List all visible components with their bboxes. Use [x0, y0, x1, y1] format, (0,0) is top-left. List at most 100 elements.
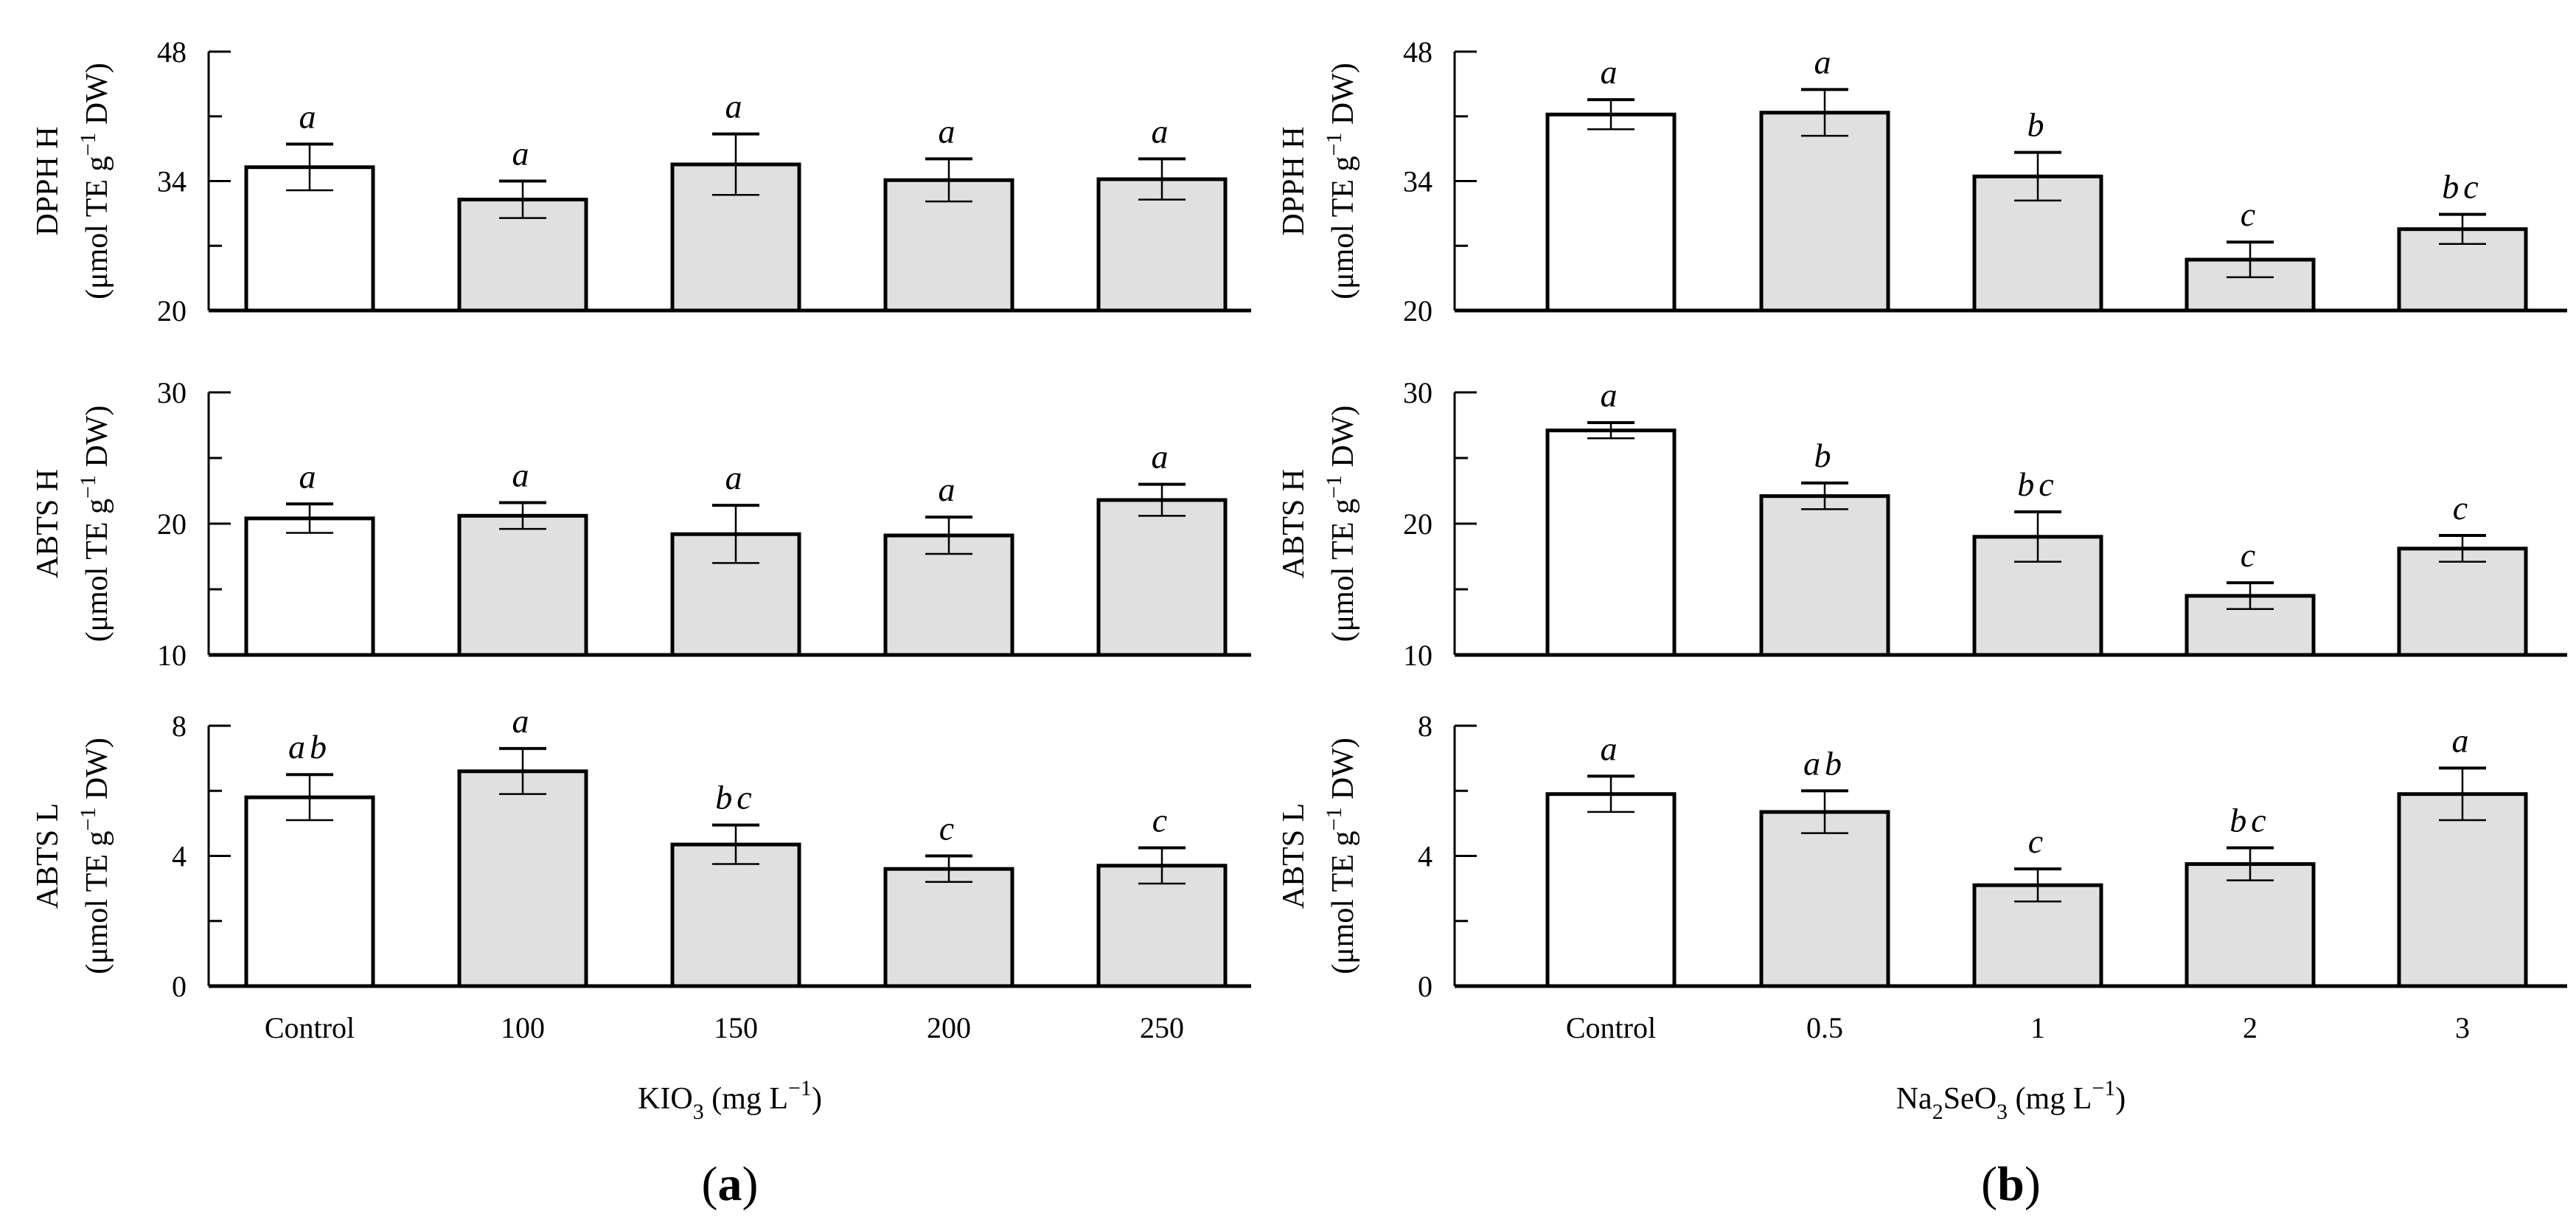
panel-label-close: ) [2025, 1157, 2041, 1211]
y-tick-label: 20 [157, 507, 187, 541]
y-units-main: (μmol TE g [80, 499, 114, 642]
significance-letter: c [2241, 536, 2260, 574]
bar [457, 513, 588, 657]
y-units-superscript: −1 [1322, 475, 1346, 499]
y-axis-title: DPPH H [1277, 126, 1311, 235]
y-units-superscript: −1 [76, 133, 100, 156]
x-axis-title: Na2SeO3 (mg L−1) [1896, 1076, 2126, 1124]
y-axis-units: (μmol TE g−1 DW) [1322, 63, 1360, 299]
significance-letter: a [1152, 438, 1173, 476]
y-tick-label: 8 [172, 710, 187, 743]
significance-letter: b [1814, 437, 1836, 474]
bar [1545, 429, 1677, 657]
bar [883, 533, 1014, 657]
bar [1096, 498, 1228, 657]
y-tick-label: 30 [157, 376, 187, 409]
bar [670, 532, 801, 657]
y-tick-label: 8 [1418, 710, 1433, 743]
bar [1759, 111, 1890, 313]
x-tick-label: 3 [2455, 1011, 2470, 1044]
panel-label-open: ( [1981, 1157, 1997, 1211]
y-axis-title: DPPH H [31, 126, 65, 235]
bar [2397, 547, 2528, 657]
significance-letter: c [1152, 801, 1172, 839]
significance-letter: a [725, 459, 747, 496]
significance-letter: c [2453, 489, 2472, 527]
x-tick-label: 150 [714, 1011, 758, 1044]
panel-label: (a) [702, 1157, 759, 1211]
x-title-close: ) [2115, 1082, 2126, 1116]
x-title-main: Na [1896, 1082, 1932, 1116]
x-tick-label: Control [1566, 1011, 1656, 1044]
bar [883, 867, 1014, 988]
significance-letter: a [1152, 112, 1173, 150]
significance-letter: bc [2442, 168, 2482, 206]
significance-letter: a [512, 135, 534, 173]
y-axis-units: (μmol TE g−1 DW) [1322, 738, 1360, 974]
y-units-main: (μmol TE g [1326, 499, 1360, 642]
significance-letter: bc [2017, 465, 2058, 503]
x-axis-title: KIO3 (mg L−1) [638, 1076, 822, 1124]
y-axis-units: (μmol TE g−1 DW) [1322, 406, 1360, 642]
significance-letter: a [1601, 53, 1622, 91]
y-tick-label: 0 [172, 970, 187, 1003]
x-title-subscript: 3 [693, 1100, 704, 1124]
y-units-end: DW) [80, 63, 114, 132]
y-units-main: (μmol TE g [1326, 830, 1360, 974]
y-axis-title: ABTS L [31, 803, 65, 909]
bar [670, 842, 801, 988]
x-tick-label: 0.5 [1806, 1011, 1843, 1044]
y-units-main: (μmol TE g [1326, 156, 1360, 299]
x-tick-label: 2 [2243, 1011, 2258, 1044]
x-title-units: (mg L [2008, 1082, 2092, 1116]
y-units-end: DW) [1326, 738, 1360, 807]
y-tick-label: 10 [157, 639, 187, 672]
significance-letter: c [2028, 822, 2047, 860]
bar [1096, 864, 1228, 988]
significance-letter: a [939, 112, 960, 150]
x-title-superscript: −1 [2092, 1076, 2115, 1100]
y-units-superscript: −1 [76, 808, 100, 831]
y-axis-units: (μmol TE g−1 DW) [76, 738, 114, 974]
y-axis-title: ABTS H [1277, 469, 1311, 578]
significance-letter: a [299, 457, 321, 495]
y-units-main: (μmol TE g [80, 156, 114, 299]
bar [244, 516, 375, 657]
bar [2185, 862, 2316, 988]
significance-letter: a [512, 702, 534, 740]
significance-letter: ab [1803, 744, 1846, 782]
significance-letter: c [939, 810, 958, 847]
x-tick-label: 200 [927, 1011, 971, 1044]
subplot-b-2: 10 20 30 ABTS H (μmol TE g−1 DW) a b bc c c [1277, 376, 2567, 672]
subplot-a-3: 0 4 8 ABTS L (μmol TE g−1 DW) ab a bc c c [31, 702, 1251, 1003]
y-tick-label: 34 [1403, 165, 1433, 198]
y-units-end: DW) [1326, 406, 1360, 475]
y-tick-label: 48 [157, 35, 187, 69]
significance-letter: a [725, 88, 747, 125]
x-title-main: KIO [638, 1082, 693, 1116]
significance-letter: c [2241, 195, 2260, 233]
y-tick-label: 30 [1403, 376, 1433, 409]
significance-letter: a [2452, 721, 2474, 759]
significance-letter: a [1601, 376, 1622, 414]
x-tick-label: 250 [1140, 1011, 1184, 1044]
x-title-close: ) [812, 1082, 822, 1116]
bar [1545, 112, 1677, 313]
y-tick-label: 10 [1403, 639, 1433, 672]
panel-label-letter: a [718, 1157, 742, 1211]
y-units-superscript: −1 [1322, 133, 1346, 156]
panel-label-open: ( [702, 1157, 718, 1211]
x-tick-label: 1 [2030, 1011, 2045, 1044]
y-tick-label: 20 [1403, 294, 1433, 327]
subplot-a-2: 10 20 30 ABTS H (μmol TE g−1 DW) a a a a a [31, 376, 1251, 672]
significance-letter: a [512, 457, 534, 494]
y-units-main: (μmol TE g [80, 830, 114, 974]
x-title-units: (mg L [704, 1082, 788, 1116]
y-units-end: DW) [1326, 63, 1360, 132]
y-axis-title: ABTS L [1277, 803, 1311, 909]
x-title-subscript-2: 3 [1997, 1100, 2008, 1124]
